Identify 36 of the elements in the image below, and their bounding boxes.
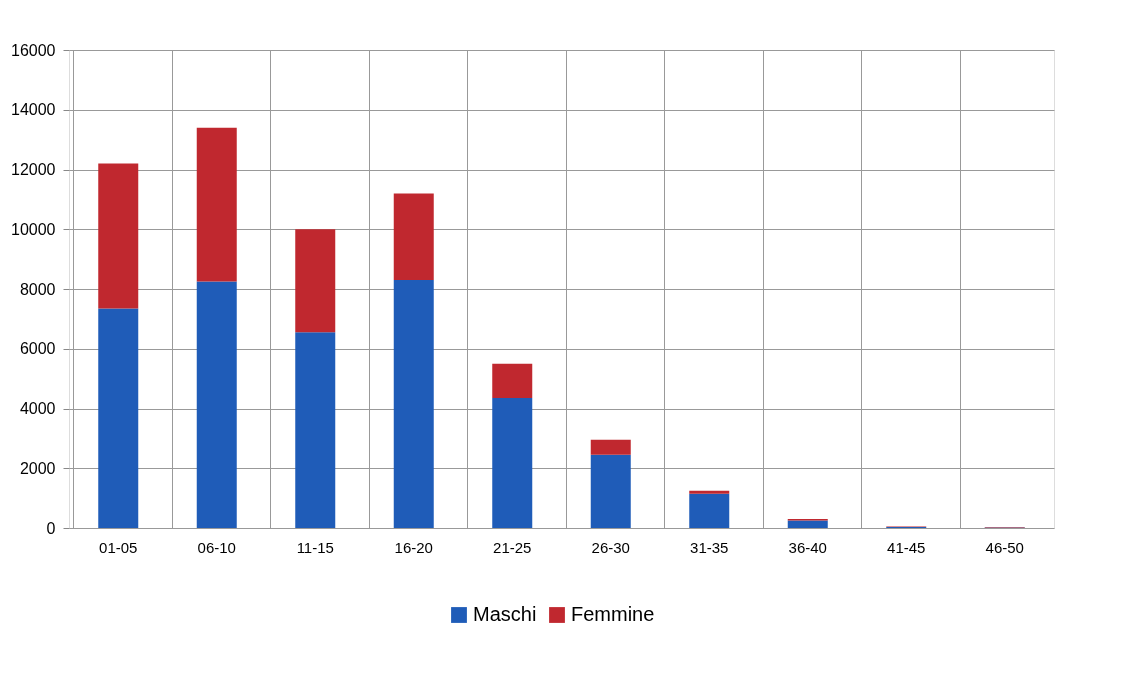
- y-tick-label: 2000: [19, 459, 56, 477]
- bar: [689, 493, 730, 528]
- y-tick-label: 16000: [11, 41, 56, 59]
- x-tick-label: 31-35: [690, 538, 729, 556]
- bar: [393, 280, 434, 528]
- bar: [590, 439, 631, 455]
- bar: [295, 229, 336, 333]
- x-tick-label: 06-10: [197, 538, 236, 556]
- x-tick-label: 41-45: [887, 538, 926, 556]
- y-tick-label: 10000: [11, 220, 56, 238]
- x-tick-label: 36-40: [788, 538, 827, 556]
- y-tick-label: 8000: [19, 280, 56, 298]
- bar: [590, 454, 631, 528]
- bar: [689, 490, 730, 494]
- y-tick-label: 14000: [11, 101, 56, 119]
- x-tick-label: 11-15: [296, 538, 334, 556]
- x-tick-label: 46-50: [985, 538, 1024, 556]
- bar: [98, 308, 139, 528]
- y-tick-label: 12000: [11, 161, 56, 178]
- y-tick-label: 4000: [19, 400, 56, 417]
- bar: [492, 363, 533, 399]
- legend-label: Femmine: [571, 603, 655, 625]
- bar: [98, 163, 139, 309]
- bar: [295, 332, 336, 528]
- x-tick-label: 01-05: [99, 538, 138, 556]
- legend-label: Maschi: [473, 603, 537, 625]
- bar: [196, 127, 237, 282]
- x-tick-label: 26-30: [591, 538, 630, 556]
- bar: [393, 193, 434, 281]
- x-tick-label: 21-25: [493, 538, 532, 556]
- y-tick-label: 6000: [19, 340, 56, 358]
- x-tick-label: 16-20: [394, 538, 433, 556]
- bar: [196, 281, 237, 528]
- bar: [492, 398, 533, 528]
- y-tick-label: 0: [46, 519, 56, 537]
- bar: [787, 520, 828, 528]
